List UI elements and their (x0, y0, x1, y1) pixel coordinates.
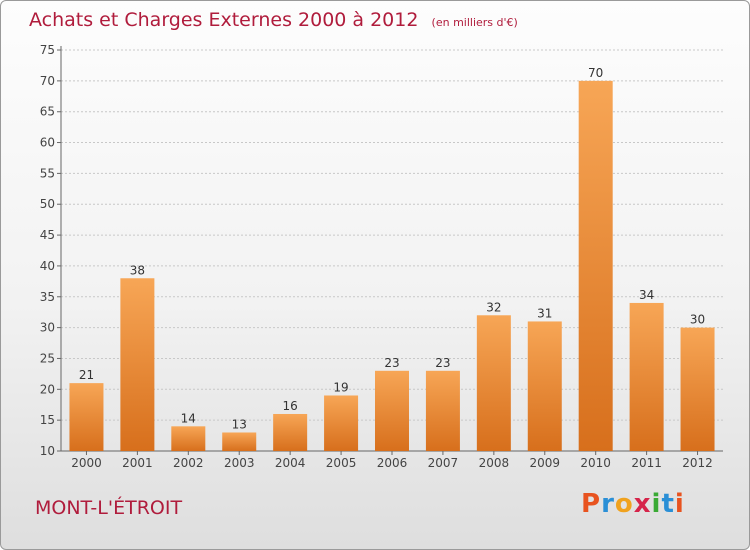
bar-2007 (425, 370, 460, 451)
bar-value-label: 31 (537, 306, 552, 320)
x-tick-label: 2009 (529, 456, 560, 470)
brand-logo-letter: P (581, 489, 602, 519)
y-tick-label: 10 (40, 444, 55, 458)
bar-2006 (375, 370, 409, 451)
bar-2009 (527, 321, 562, 451)
x-tick-label: 2006 (377, 456, 408, 470)
bar-value-label: 23 (384, 356, 399, 370)
y-tick-label: 30 (40, 321, 55, 335)
y-tick-label: 50 (40, 197, 55, 211)
y-tick-label: 45 (40, 228, 55, 242)
x-tick-label: 2008 (479, 456, 510, 470)
x-tick-label: 2010 (580, 456, 611, 470)
bar-value-label: 34 (639, 288, 654, 302)
bar-value-label: 19 (333, 380, 348, 394)
x-tick-label: 2002 (173, 456, 204, 470)
bar-value-label: 38 (130, 263, 145, 277)
chart-unit: (en milliers d'€) (431, 16, 518, 29)
x-tick-label: 2001 (122, 456, 153, 470)
y-tick-label: 70 (40, 74, 55, 88)
location-name: MONT-L'ÉTROIT (35, 497, 183, 519)
chart-title-text: Achats et Charges Externes 2000 à 2012 (29, 9, 419, 31)
bar-value-label: 13 (232, 417, 247, 431)
x-tick-label: 2005 (326, 456, 357, 470)
brand-logo-letter: i (651, 489, 662, 519)
x-tick-label: 2011 (631, 456, 662, 470)
x-tick-label: 2007 (428, 456, 459, 470)
bar-2001 (120, 278, 155, 451)
bar-2008 (476, 315, 511, 451)
y-tick-label: 65 (40, 105, 55, 119)
bar-2011 (629, 302, 664, 451)
y-tick-label: 15 (40, 413, 55, 427)
bar-2000 (69, 383, 104, 451)
chart-title: Achats et Charges Externes 2000 à 2012 (… (29, 9, 518, 31)
bar-2012 (680, 327, 715, 451)
bar-value-label: 30 (690, 313, 705, 327)
bar-2002 (171, 426, 206, 451)
x-tick-label: 2004 (275, 456, 306, 470)
brand-logo-letter: i (674, 489, 685, 519)
brand-logo-letter: o (614, 489, 634, 519)
bar-value-label: 21 (79, 368, 94, 382)
x-tick-label: 2000 (71, 456, 102, 470)
x-tick-label: 2003 (224, 456, 255, 470)
bar-2004 (273, 413, 308, 451)
brand-logo-letter: t (661, 489, 675, 519)
bar-2010 (578, 80, 613, 451)
bars (69, 80, 715, 451)
brand-logo-letter: x (633, 489, 652, 519)
y-tick-label: 55 (40, 166, 55, 180)
bar-value-label: 16 (283, 399, 298, 413)
bar-value-label: 14 (181, 411, 196, 425)
bar-value-label: 32 (486, 300, 501, 314)
labels: 10 15 20 25 30 35 40 45 50 55 60 65 70 75 21 2000 38 2001… (40, 43, 713, 470)
y-tick-label: 40 (40, 259, 55, 273)
brand-logo-letter: r (601, 489, 615, 519)
brand-logo: Proxiti (581, 489, 685, 519)
bar-value-label: 23 (435, 356, 450, 370)
bar-2005 (324, 395, 359, 451)
y-tick-label: 75 (40, 43, 55, 57)
y-tick-label: 60 (40, 136, 55, 150)
y-tick-label: 35 (40, 290, 55, 304)
x-tick-label: 2012 (682, 456, 713, 470)
bar-2003 (222, 432, 257, 451)
bar-value-label: 70 (588, 66, 603, 80)
y-tick-label: 20 (40, 382, 55, 396)
y-tick-label: 25 (40, 351, 55, 365)
